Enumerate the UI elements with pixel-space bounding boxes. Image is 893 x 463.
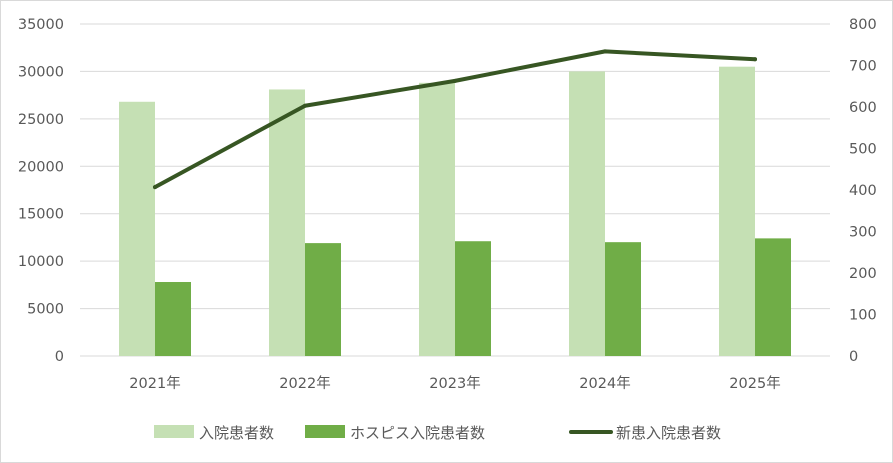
right-axis-tick-label: 100 [849,308,877,324]
bar-hospice-inpatients [305,243,341,356]
bars [119,66,791,357]
line-point [153,185,157,190]
left-axis-tick-label: 0 [55,349,64,365]
bar-inpatients [569,71,605,356]
right-axis-tick-label: 0 [849,349,858,365]
left-axis-tick-label: 35000 [18,17,64,33]
left-axis-tick-label: 25000 [18,112,64,128]
category-tick-label: 2022年 [279,375,330,392]
left-axis-tick-label: 20000 [18,159,64,175]
bar-inpatients [119,101,155,356]
right-axis-tick-label: 600 [849,100,877,116]
left-axis-tick-label: 30000 [18,64,64,80]
legend-label: ホスピス入院患者数 [350,424,485,442]
legend: 入院患者数 ホスピス入院患者数 新患入院患者数 [154,424,721,442]
category-tick-label: 2024年 [579,375,630,392]
right-axis-tick-label: 300 [849,225,877,241]
category-tick-label: 2025年 [729,375,780,392]
right-axis-tick-label: 700 [849,59,877,75]
line-point [303,103,307,108]
legend-swatch [154,425,194,438]
right-axis-tick-label: 200 [849,266,877,282]
line-point [453,78,457,83]
legend-label: 新患入院患者数 [616,424,721,442]
legend-label: 入院患者数 [199,424,274,442]
bar-hospice-inpatients [755,238,791,356]
right-axis-tick-label: 400 [849,183,877,199]
bar-inpatients [719,66,755,356]
left-axis-tick-label: 5000 [27,302,64,318]
right-axis-tick-label: 800 [849,17,877,33]
bar-hospice-inpatients [155,282,191,356]
bar-inpatients [269,89,305,357]
line-series [153,49,757,190]
right-axis-ticks: 0 100 200 300 400 500 600 700 800 [849,17,877,365]
category-axis-ticks: 2021年 2022年 2023年 2024年 2025年 [129,375,780,392]
legend-swatch [305,425,345,438]
bar-hospice-inpatients [605,242,641,356]
left-axis-ticks: 0 5000 10000 15000 20000 25000 30000 35000 [18,17,64,365]
category-tick-label: 2023年 [429,375,480,392]
left-axis-tick-label: 15000 [18,207,64,223]
left-axis-tick-label: 10000 [18,254,64,270]
bar-hospice-inpatients [455,241,491,356]
category-tick-label: 2021年 [129,375,180,392]
line-point [753,57,757,62]
right-axis-tick-label: 500 [849,142,877,158]
bar-inpatients [419,82,455,356]
line-point [603,49,607,54]
